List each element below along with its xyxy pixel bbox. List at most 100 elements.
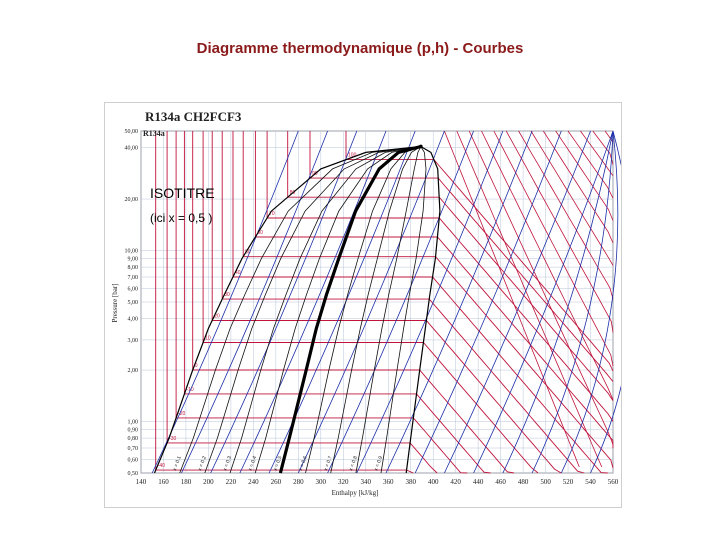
x-tick-label: 180 [181,478,192,486]
y-tick-label: 5,00 [128,300,139,306]
isentrope-line [531,130,614,474]
quality-label: x = 0,6 [298,455,309,471]
isotherm-label: 30 [224,292,230,298]
quality-label: x = 0,8 [348,455,359,471]
isotitre-label: ISOTITRE [150,185,215,201]
quality-lines: x = 0,1 x = 0,2 x = 0,3 x = 0,4 x = 0,5 x = 0… [172,146,427,474]
isotherm-label: -20 [178,411,185,417]
x-tick-label: 200 [203,478,214,486]
isentrope-line [356,130,504,474]
quality-line [305,146,421,474]
saturation-dome [153,144,441,474]
quality-label: x = 0,9 [373,455,384,471]
x-tick-label: 340 [361,478,372,486]
y-axis-label: Pressure [bar] [111,283,119,322]
x-tick-label: 260 [271,478,282,486]
isotherm-label: 60 [257,230,263,236]
y-tick-label: 0,90 [128,427,139,433]
isotherm-curve [555,130,614,221]
y-tick-label: 7,00 [128,275,139,281]
isotherm-label: -30 [169,436,176,442]
y-tick-label: 0,50 [128,471,139,477]
y-tick-label: 10,00 [125,249,139,255]
isotherm-line [221,131,585,474]
x-tick-label: 420 [450,478,461,486]
isentrope-line [385,130,533,474]
y-tick-label: 0,70 [128,446,139,452]
x-tick-label: 320 [338,478,349,486]
isotherm-label: 70 [269,211,275,217]
isotherm-line [175,131,468,474]
y-tick-label: 0,60 [128,457,139,463]
isotherm-curve [567,130,614,199]
isotitre-highlight-line [278,144,422,474]
isotherm-line [211,131,562,474]
axes: 140 160 180 200 220 240 260 280 300 320 340 360 380 4… [125,129,619,486]
y-tick-label: 1,00 [128,420,139,426]
x-tick-label: 220 [226,478,237,486]
isotherm-curve [604,130,614,143]
quality-line [229,146,421,474]
x-tick-label: 360 [383,478,394,486]
y-tick-label: 4,00 [128,317,139,323]
isotherm-label: 50 [245,250,251,256]
isotherm-curve [518,130,614,300]
isentrope-line [473,130,614,474]
chart-subtitle: R134a [143,129,165,138]
quality-line [355,146,422,474]
isentrope-line [239,130,387,474]
y-tick-label: 20,00 [125,197,139,203]
chart-title: R134a CH2FCF3 [145,109,242,124]
quality-label: x = 0,5 [273,455,284,471]
saturation-liquid-line [153,145,421,474]
isotitre-value: (ici x = 0,5 ) [150,211,213,225]
quality-label: x = 0,1 [172,455,183,471]
y-tick-label: 6,00 [128,286,139,292]
isentrope-line [444,130,591,474]
isotherm-curve [505,130,614,333]
y-tick-label: 40,00 [125,146,139,152]
quality-label: x = 0,7 [323,455,334,471]
isotherm-label: 20 [214,313,220,319]
isotherm-curve [530,130,614,266]
y-tick-label: 3,00 [128,338,139,344]
isotherm-curve [580,130,614,177]
isentrope-line [502,130,614,474]
isotherm-line [266,131,614,422]
isotherm-line [309,131,614,382]
quality-label: x = 0,3 [222,455,233,471]
x-axis-label: Enthalpy [kJ/kg] [332,489,379,497]
quality-line [380,146,427,474]
x-tick-label: 540 [585,478,596,486]
isotherm-line [183,131,491,474]
isotherm-curve [481,130,614,400]
isotherm-label: 10 [205,335,211,341]
y-tick-label: 0,80 [128,436,139,442]
x-tick-label: 240 [248,478,259,486]
isotherm-curve [542,130,614,244]
y-tick-label: 50,00 [125,129,139,135]
y-tick-label: 2,00 [128,368,139,374]
x-tick-label: 560 [608,478,619,486]
isotherm-label: 40 [235,270,241,276]
x-tick-label: 160 [158,478,169,486]
y-tick-label: 8,00 [128,265,139,271]
isentrope-line [327,130,474,474]
isotherm-line [242,131,614,469]
x-tick-label: 440 [473,478,484,486]
isentrope-line [560,130,619,474]
x-tick-label: 500 [540,478,551,486]
slide-title: Diagramme thermodynamique (p,h) - Courbe… [196,40,524,57]
isotherm-curve [468,130,614,445]
x-tick-label: 460 [495,478,506,486]
isotherm-curve [444,130,580,468]
isentrope-line [210,130,358,474]
isotherm-curve [493,130,614,367]
isotherm-line [287,131,614,401]
isentrope-line [590,130,621,474]
x-tick-label: 480 [518,478,529,486]
quality-line [254,146,421,474]
x-tick-label: 300 [316,478,327,486]
isotherm-line [192,131,515,474]
